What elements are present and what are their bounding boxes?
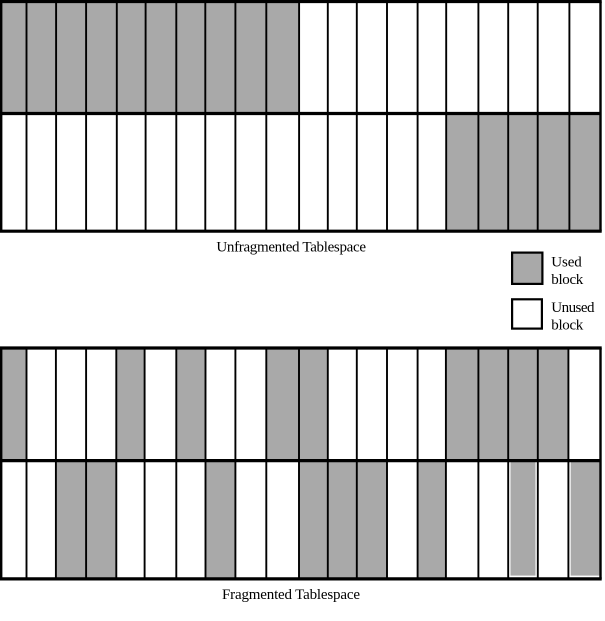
svg-text:block: block	[551, 317, 584, 333]
svg-text:block: block	[551, 272, 584, 288]
svg-text:Unused: Unused	[551, 300, 595, 316]
svg-text:Used: Used	[551, 255, 582, 271]
svg-text:Fragmented Tablespace: Fragmented Tablespace	[222, 587, 360, 603]
svg-text:Unfragmented Tablespace: Unfragmented Tablespace	[216, 239, 366, 255]
